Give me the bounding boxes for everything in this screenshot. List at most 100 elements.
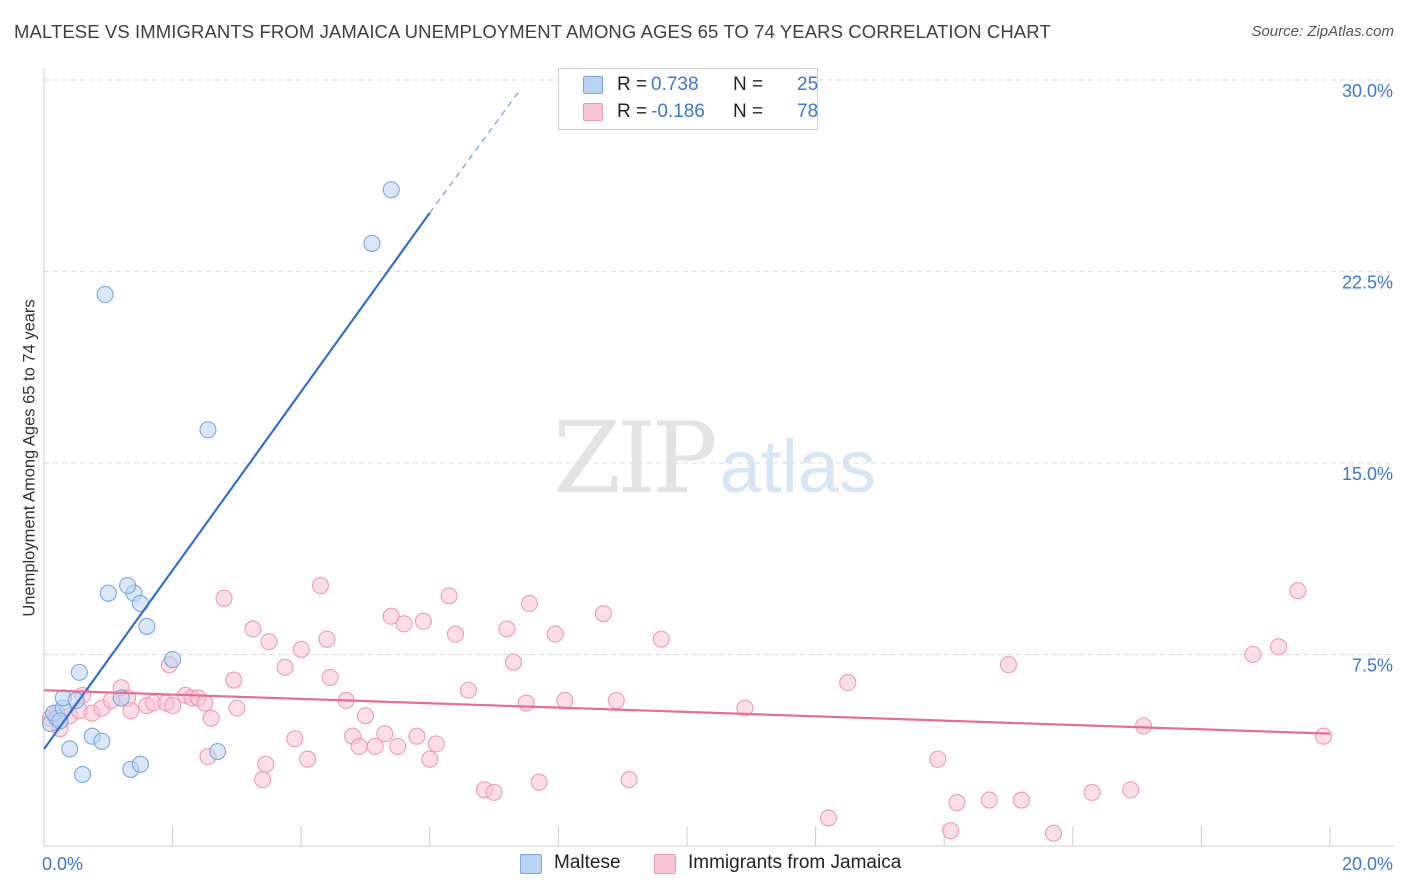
jamaica-point xyxy=(427,735,445,753)
jamaica-point xyxy=(520,594,539,612)
y-tick-label: 22.5% xyxy=(1342,273,1393,293)
jamaica-point xyxy=(215,589,233,607)
y-tick-labels: 7.5% 15.0% 22.5% 30.0% xyxy=(1342,81,1393,676)
jamaica-point xyxy=(929,750,947,768)
x-tick-label: 0.0% xyxy=(42,854,83,874)
maltese-point xyxy=(74,765,92,784)
maltese-point xyxy=(382,181,400,199)
jamaica-point xyxy=(839,674,857,692)
legend-r-value: 0.738 xyxy=(651,74,699,95)
jamaica-point xyxy=(446,625,465,643)
jamaica-point xyxy=(517,694,535,712)
series-legend-label: Immigrants from Jamaica xyxy=(688,852,902,873)
jamaica-point xyxy=(414,612,432,630)
jamaica-point xyxy=(318,630,336,648)
legend-r-label: R = xyxy=(617,74,648,95)
jamaica-point xyxy=(311,577,330,595)
jamaica-point xyxy=(594,605,612,623)
jamaica-point xyxy=(1270,638,1288,656)
jamaica-point xyxy=(546,625,564,643)
jamaica-point xyxy=(819,809,838,827)
jamaica-trend-line xyxy=(43,689,1331,735)
jamaica-point xyxy=(736,699,754,717)
jamaica-point xyxy=(1134,717,1153,735)
maltese-point xyxy=(131,755,149,773)
jamaica-point xyxy=(292,640,310,658)
legend-n-value: 25 xyxy=(797,74,819,95)
jamaica-point xyxy=(408,727,426,745)
maltese-point xyxy=(119,577,137,595)
jamaica-point xyxy=(254,771,272,789)
jamaica-point xyxy=(350,737,368,755)
jamaica-point xyxy=(366,737,384,755)
jamaica-point xyxy=(652,630,670,648)
y-axis-label: Unemployment Among Ages 65 to 74 years xyxy=(20,299,39,617)
jamaica-point xyxy=(376,725,394,743)
jamaica-swatch xyxy=(654,854,676,874)
maltese-point xyxy=(70,663,88,681)
x-tick-label: 20.0% xyxy=(1342,854,1393,874)
maltese-point xyxy=(61,740,79,758)
maltese-swatch xyxy=(583,76,603,94)
jamaica-point xyxy=(948,794,966,812)
jamaica-point xyxy=(1289,582,1307,600)
jamaica-point xyxy=(321,668,339,687)
jamaica-point xyxy=(122,702,140,720)
maltese-point xyxy=(363,234,381,252)
jamaica-point xyxy=(485,783,503,801)
jamaica-point xyxy=(276,658,294,676)
maltese-point xyxy=(99,584,117,602)
maltese-point xyxy=(131,594,149,612)
maltese-point xyxy=(164,651,182,669)
legend-r-label: R = xyxy=(617,101,648,122)
maltese-point xyxy=(138,617,156,635)
jamaica-point xyxy=(1012,791,1030,809)
jamaica-point xyxy=(556,691,574,710)
jamaica-point xyxy=(498,620,516,638)
jamaica-point xyxy=(356,707,375,725)
maltese-point xyxy=(209,742,227,761)
jamaica-point xyxy=(260,633,278,651)
jamaica-point xyxy=(607,691,625,710)
jamaica-point xyxy=(225,671,243,689)
jamaica-point xyxy=(299,750,317,768)
jamaica-point xyxy=(942,822,960,840)
jamaica-point xyxy=(228,699,246,717)
jamaica-point xyxy=(980,791,998,809)
y-tick-label: 7.5% xyxy=(1352,656,1393,676)
maltese-trend-line xyxy=(43,212,431,750)
jamaica-point xyxy=(620,771,638,789)
jamaica-point xyxy=(1315,727,1333,745)
jamaica-point xyxy=(1244,645,1262,664)
series-legend: Maltese Immigrants from Jamaica xyxy=(0,852,1406,878)
jamaica-point xyxy=(382,607,400,625)
jamaica-points xyxy=(41,577,1333,842)
maltese-point xyxy=(51,712,69,730)
maltese-point xyxy=(96,285,114,304)
jamaica-point xyxy=(1044,824,1063,842)
legend-r-value: -0.186 xyxy=(651,101,705,122)
y-tick-label: 30.0% xyxy=(1342,81,1393,101)
x-tick-labels: 0.0% 20.0% xyxy=(42,854,1393,874)
jamaica-point xyxy=(196,694,214,712)
maltese-point xyxy=(93,732,111,750)
jamaica-point xyxy=(257,755,275,773)
jamaica-point xyxy=(164,697,182,715)
jamaica-point xyxy=(389,737,407,755)
y-tick-label: 15.0% xyxy=(1342,464,1393,484)
jamaica-point xyxy=(1083,783,1101,801)
jamaica-point xyxy=(459,681,477,699)
jamaica-point xyxy=(286,730,304,748)
maltese-swatch xyxy=(520,854,542,874)
jamaica-point xyxy=(244,620,262,638)
correlation-legend: R = 0.738 N = 25 R = -0.186 N = 78 xyxy=(558,68,818,130)
jamaica-point xyxy=(530,773,548,791)
legend-n-label: N = xyxy=(733,74,764,95)
jamaica-point xyxy=(504,653,522,671)
jamaica-point xyxy=(440,587,458,605)
jamaica-point xyxy=(202,709,220,727)
x-tick-marks xyxy=(172,826,1331,846)
maltese-trend-extension xyxy=(429,89,521,214)
grid-lines xyxy=(44,79,1394,655)
